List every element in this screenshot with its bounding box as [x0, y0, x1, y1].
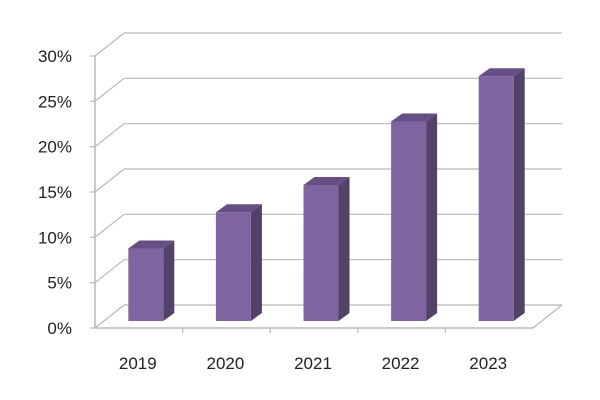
bar-side	[163, 240, 175, 321]
y-axis: 0% 5% 10% 15% 20% 25% 30%	[38, 47, 72, 338]
gridline-side	[94, 77, 125, 102]
bar-front	[478, 76, 514, 321]
bar-top	[303, 177, 350, 185]
bar-front	[391, 121, 427, 322]
bars	[128, 68, 525, 322]
y-tick-label: 15%	[38, 183, 72, 202]
y-tick-label: 30%	[38, 47, 72, 66]
y-tick-label: 0%	[47, 319, 72, 338]
x-tick-label: 2020	[206, 354, 244, 373]
bar-2020	[215, 204, 262, 321]
gridline-side	[94, 304, 125, 329]
y-tick-label: 25%	[38, 92, 72, 111]
bar-2022	[391, 113, 438, 322]
bar-top	[478, 68, 525, 77]
gridline-side	[94, 213, 125, 238]
bar-top	[215, 204, 262, 213]
bar-side	[338, 177, 350, 321]
y-tick-label: 5%	[47, 274, 72, 293]
gridline-side	[94, 32, 125, 57]
bar-front	[303, 185, 339, 321]
bar-2023	[478, 68, 525, 321]
y-tick-label: 10%	[38, 228, 72, 247]
x-tick-label: 2021	[294, 354, 332, 373]
x-tick-label: 2019	[119, 354, 157, 373]
bar-side	[513, 68, 525, 321]
x-tick-label: 2023	[469, 354, 507, 373]
gridline-side	[94, 168, 125, 193]
x-tick-label: 2022	[382, 354, 420, 373]
bar-2021	[303, 177, 350, 321]
bar-top	[391, 113, 438, 122]
bar-side	[426, 113, 438, 322]
bar-top	[128, 240, 175, 249]
bar-front	[128, 248, 164, 321]
y-tick-label: 20%	[38, 138, 72, 157]
bar-side	[250, 204, 262, 321]
floor-edge	[532, 304, 563, 329]
bar-2019	[128, 240, 175, 321]
x-axis: 2019 2020 2021 2022 2023	[119, 328, 507, 373]
gridline-side	[94, 259, 125, 284]
gridline-side	[94, 123, 125, 148]
bar-front	[215, 212, 251, 321]
